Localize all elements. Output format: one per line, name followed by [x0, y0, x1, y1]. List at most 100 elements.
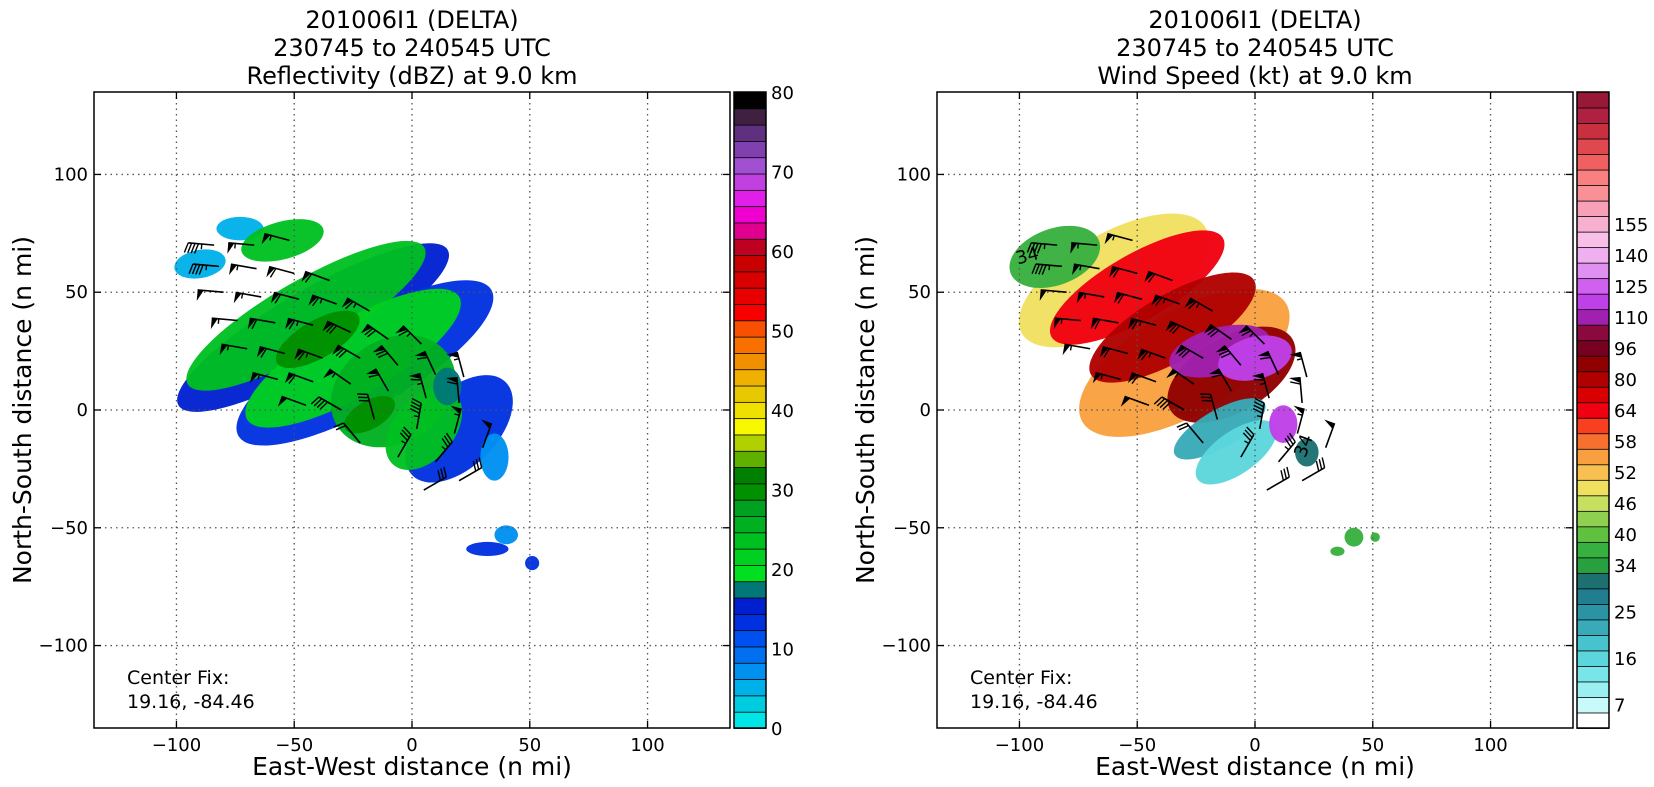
y-axis-label: North-South distance (n mi)	[851, 236, 880, 584]
wind-barb	[1104, 232, 1133, 245]
wind-barb-flag	[1254, 397, 1265, 404]
colorbar-segment	[733, 254, 767, 273]
wind-barb	[1203, 323, 1232, 340]
wind-barb-pennant	[249, 372, 259, 384]
wind-barb-shaft	[1130, 317, 1157, 326]
colorbar-segment	[1576, 417, 1610, 435]
wind-barb-shaft	[249, 317, 276, 324]
colorbar-segment	[733, 140, 767, 159]
colorbar-segment	[733, 270, 767, 289]
wind-barb-pennant	[1039, 289, 1047, 301]
y-tick-label: 50	[908, 282, 931, 303]
wind-barb-flag	[1241, 329, 1252, 337]
wind-barb-pennant	[322, 321, 333, 332]
wind-barb-pennant	[256, 346, 266, 358]
wind-barb-flag	[297, 351, 306, 361]
wind-barb	[1153, 396, 1185, 411]
wind-barb-pennant	[196, 289, 204, 301]
wind-barb-half-flag	[269, 235, 272, 241]
wind-barb-flag	[329, 325, 338, 334]
wind-barb	[1288, 376, 1303, 404]
wind-barb-flag	[398, 329, 409, 337]
colorbar-segment	[733, 515, 767, 534]
colorbar-segment	[733, 173, 767, 191]
wind-barb-flag	[335, 348, 345, 357]
wind-barb-pennant	[301, 271, 311, 282]
wind-barb	[434, 432, 453, 463]
colorbar-tick-label: 25	[1614, 603, 1637, 624]
wind-barb	[446, 351, 465, 378]
field-region	[1089, 272, 1256, 383]
wind-barb-shaft	[211, 317, 238, 322]
x-tick-label: −50	[275, 735, 313, 756]
wind-barb-pennant	[227, 242, 235, 254]
colorbar-segment	[1576, 215, 1610, 233]
wind-barb-shaft	[1261, 372, 1270, 399]
chart-title-line: Reflectivity (dBZ) at 9.0 km	[247, 62, 578, 90]
wind-barb	[210, 317, 238, 330]
colorbar-tick-label: 125	[1614, 277, 1648, 298]
wind-barb-shaft	[1161, 396, 1185, 411]
colorbar-tick-label: 40	[771, 401, 794, 422]
wind-barb-pennant	[341, 298, 353, 308]
wind-barb-pennant	[284, 372, 295, 384]
field-region	[1295, 438, 1319, 467]
wind-barb-flag	[1030, 242, 1036, 254]
wind-barb-flag	[1038, 264, 1044, 275]
wind-barb-pennant	[323, 369, 335, 379]
wind-barb	[1289, 351, 1308, 378]
wind-barb-flag	[251, 319, 258, 330]
wind-barb-flag	[288, 319, 296, 330]
wind-barb	[188, 263, 219, 275]
wind-barb-layer	[183, 232, 493, 491]
wind-barb-shaft	[1092, 317, 1119, 324]
wind-barb-flag	[1178, 348, 1188, 357]
wind-barb-pennant	[360, 324, 373, 334]
wind-barb-shaft	[1169, 320, 1195, 333]
chart-title-line: 201006I1 (DELTA)	[305, 6, 518, 34]
colorbar-segment	[1576, 712, 1610, 729]
wind-barb-flag	[375, 350, 386, 356]
colorbar-segment	[1576, 122, 1610, 140]
wind-speed-panel: 201006I1 (DELTA)230745 to 240545 UTCWind…	[851, 6, 1648, 781]
wind-barb-flag	[1218, 350, 1229, 356]
colorbar-tick-label: 80	[1614, 370, 1637, 391]
wind-barb	[1039, 289, 1067, 301]
wind-barb-half-flag	[1297, 413, 1303, 416]
wind-barb-flag	[316, 399, 326, 409]
wind-barb-flag	[401, 429, 410, 439]
wind-barb-half-flag	[1249, 332, 1254, 338]
colorbar-tick-label: 110	[1614, 308, 1648, 329]
colorbar-tick-label: 58	[1614, 432, 1637, 453]
y-tick-label: −50	[50, 518, 88, 539]
wind-barb-flag	[1094, 319, 1101, 330]
colorbar-segment	[1576, 603, 1610, 621]
wind-barb-pennant	[1144, 271, 1154, 282]
wind-barb-flag	[364, 327, 374, 336]
x-tick-label: 100	[630, 735, 664, 756]
wind-barb-flag	[441, 438, 449, 448]
field-layer	[1009, 213, 1380, 557]
wind-barb-pennant	[247, 318, 256, 330]
wind-barb	[310, 396, 342, 411]
wind-barb	[1324, 419, 1336, 448]
wind-barb-flag	[399, 432, 408, 441]
wind-barb	[196, 289, 224, 301]
field-region	[1173, 398, 1266, 460]
wind-barb	[256, 345, 286, 358]
wind-barb	[1238, 325, 1265, 345]
colorbar-segment	[1576, 681, 1610, 698]
wind-barb	[229, 263, 257, 275]
wind-barb-pennant	[408, 373, 421, 379]
wind-barb	[1176, 422, 1204, 444]
wind-barb-half-flag	[1244, 440, 1250, 445]
wind-barb-shaft	[288, 372, 314, 383]
wind-barb-pennant	[414, 351, 428, 357]
colorbar-segment	[1576, 556, 1610, 574]
wind-barb	[270, 291, 300, 304]
colorbar-tick-label: 10	[771, 640, 794, 661]
colorbar-segment	[733, 580, 767, 599]
colorbar-segment	[1576, 153, 1610, 171]
wind-barb-pennant	[1203, 324, 1216, 334]
wind-barb-flag	[1318, 459, 1323, 470]
